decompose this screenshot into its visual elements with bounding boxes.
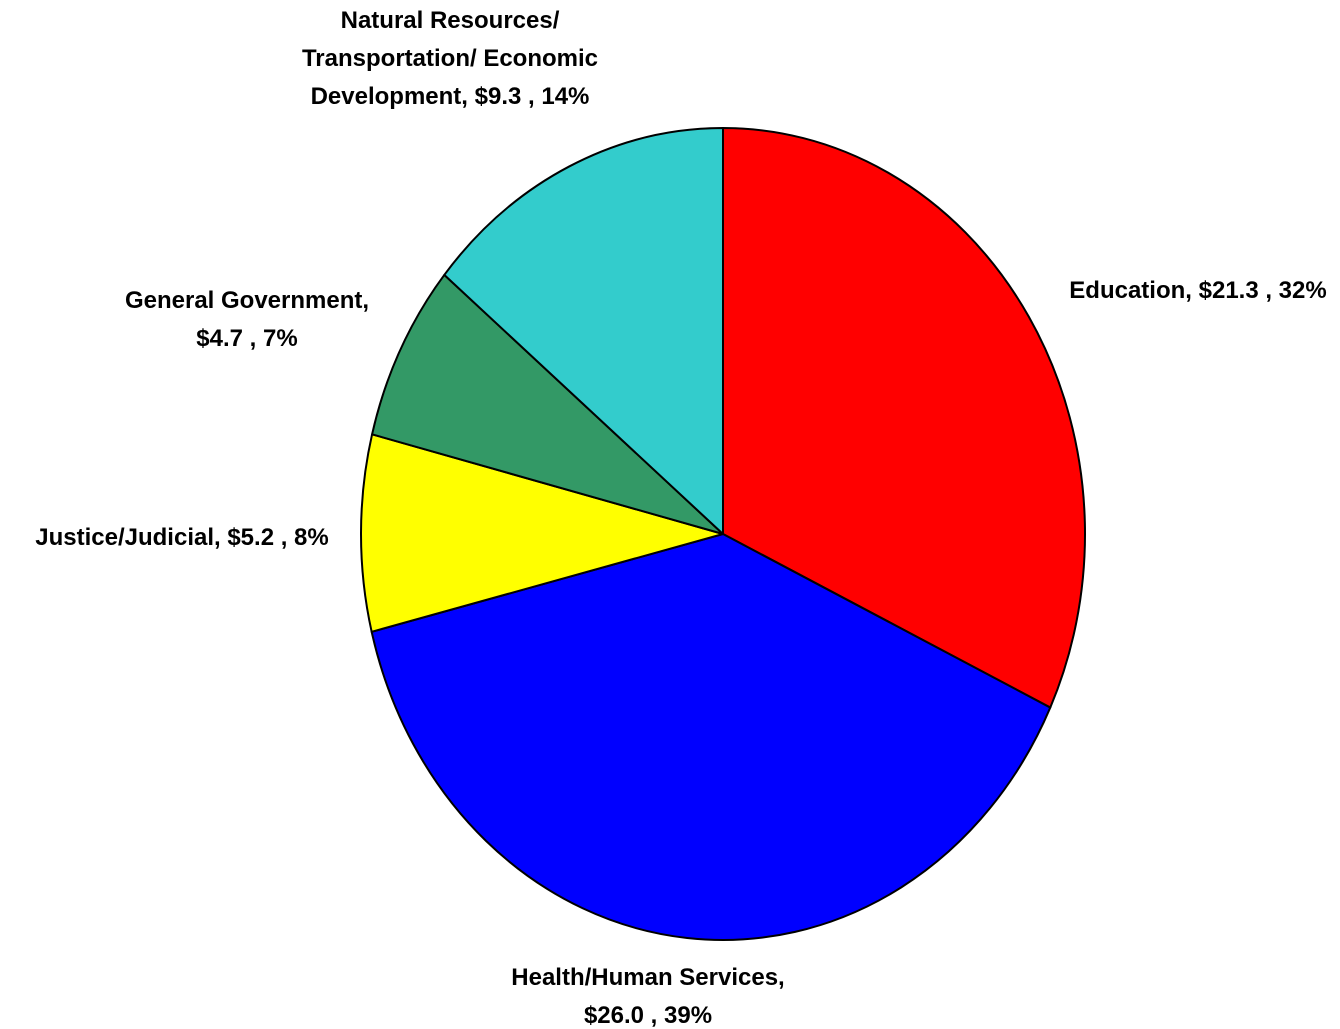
slice-label-line: Education, $21.3 , 32% bbox=[1069, 277, 1326, 304]
slice-label: Education, $21.3 , 32% bbox=[1069, 277, 1326, 304]
slice-label-line: Justice/Judicial, $5.2 , 8% bbox=[35, 524, 328, 551]
labels-layer: Education, $21.3 , 32% Health/Human Servi… bbox=[35, 7, 1326, 1029]
slice-label-line: Transportation/ Economic bbox=[302, 45, 598, 72]
pie-slice-education bbox=[722, 127, 1086, 709]
slices-layer bbox=[360, 127, 1086, 941]
pie-slice-natural-resources-transportation-economic-development bbox=[443, 127, 724, 535]
slice-label-line: General Government, bbox=[125, 287, 369, 314]
slice-label: General Government, $4.7 , 7% bbox=[125, 287, 369, 352]
slice-label-line: Development, $9.3 , 14% bbox=[311, 83, 590, 110]
pie-slice-health-human-services bbox=[370, 533, 1052, 941]
pie-slice-justice-judicial bbox=[360, 433, 724, 633]
slice-label: Health/Human Services, $26.0 , 39% bbox=[511, 964, 784, 1029]
slice-label: Natural Resources/Transportation/ Econom… bbox=[302, 7, 598, 110]
slice-label-line: $4.7 , 7% bbox=[196, 325, 297, 352]
slice-label-line: Natural Resources/ bbox=[341, 7, 560, 34]
slice-label-line: $26.0 , 39% bbox=[584, 1002, 712, 1029]
pie-slice-general-government bbox=[371, 273, 724, 535]
slice-label-line: Health/Human Services, bbox=[511, 964, 784, 991]
slice-label: Justice/Judicial, $5.2 , 8% bbox=[35, 524, 328, 551]
